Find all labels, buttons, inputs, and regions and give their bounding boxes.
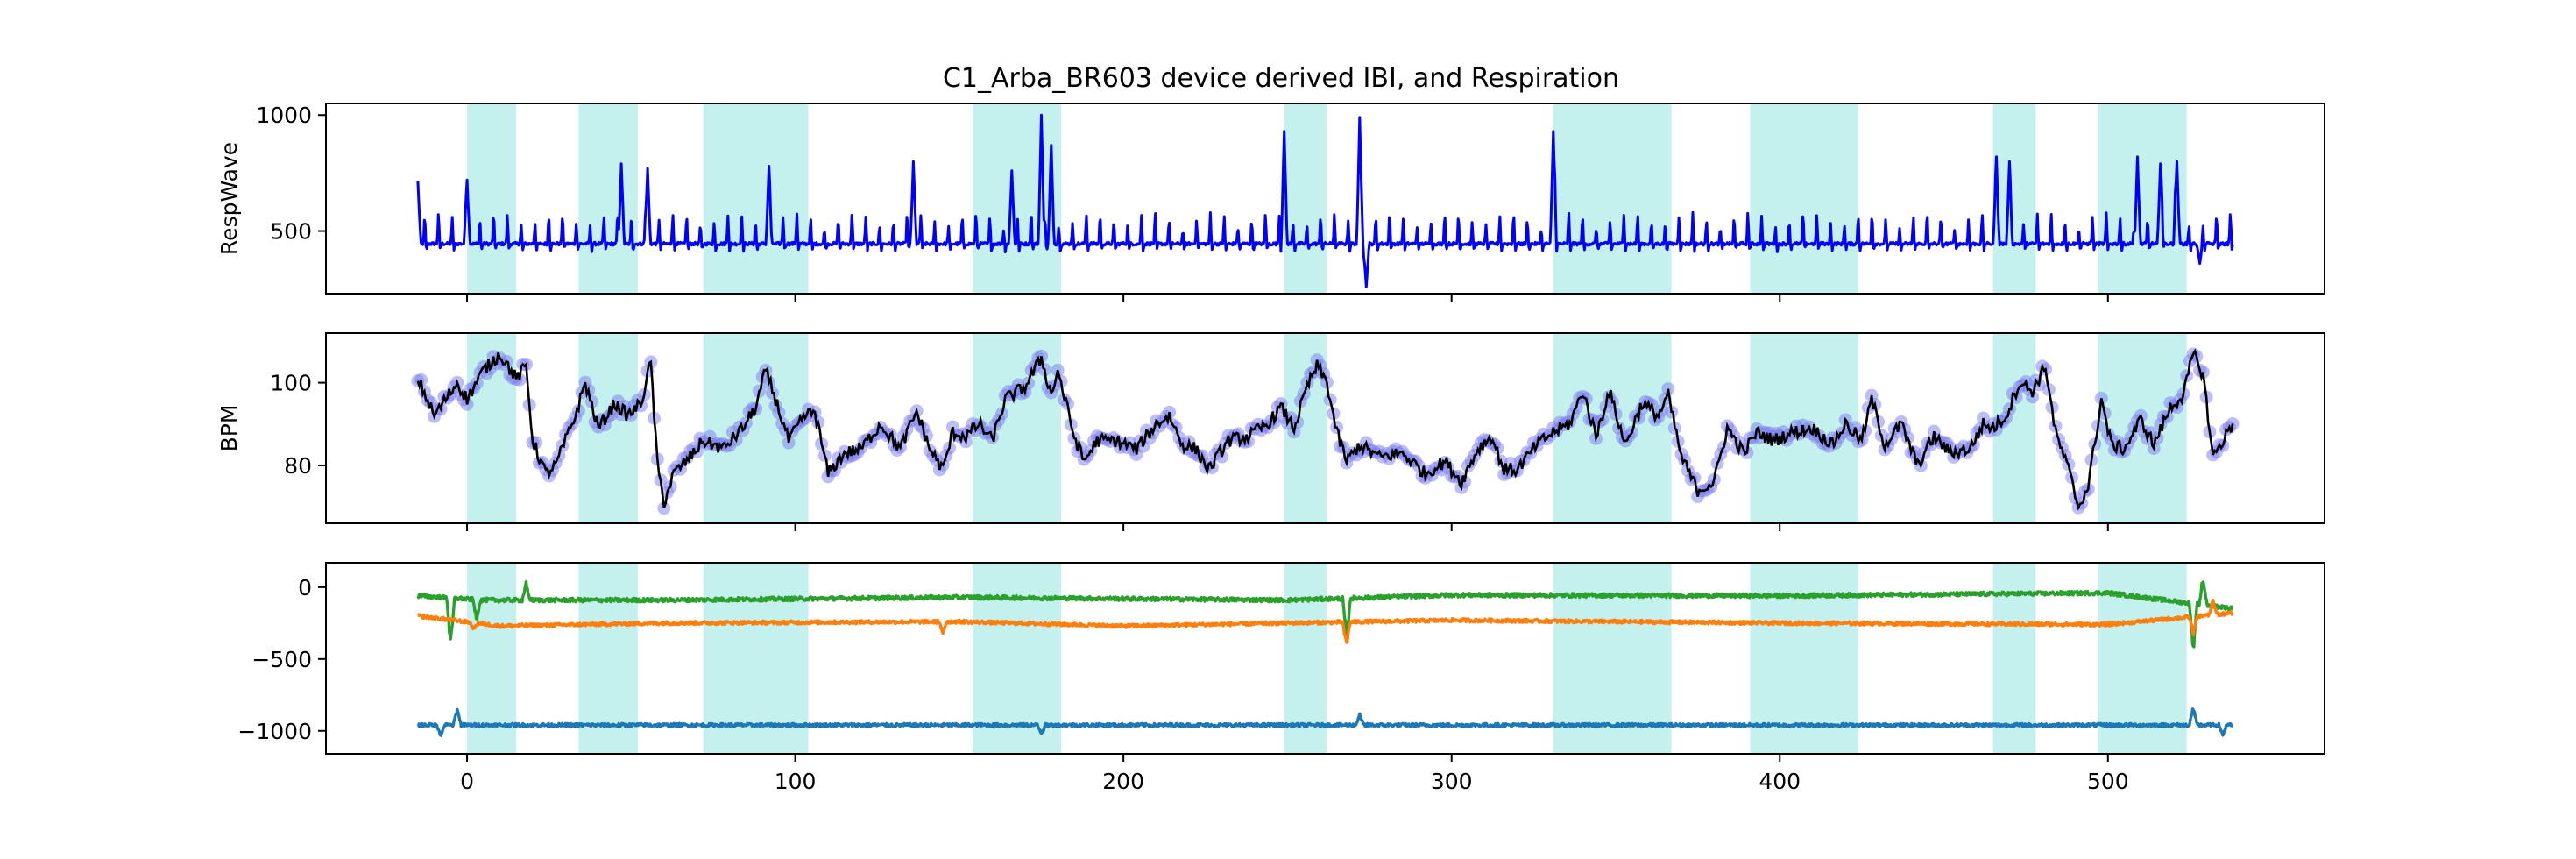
- shaded-interval-1: [467, 563, 517, 754]
- shaded-interval-4: [972, 103, 1061, 294]
- y-tick-label: 80: [284, 453, 312, 479]
- panel-3: 0 −500 −1000 0 100 200 300 400 500: [237, 562, 2325, 794]
- shaded-interval-2: [578, 103, 638, 294]
- shaded-interval-1: [467, 103, 517, 294]
- y-axis-label: BPM: [216, 405, 242, 452]
- x-tick-label: 300: [1431, 769, 1473, 794]
- panel-1: 500 1000 RespWave: [216, 103, 2325, 302]
- plot-area: [416, 113, 2234, 288]
- shaded-interval-3: [703, 563, 809, 754]
- shaded-interval-8: [1992, 103, 2036, 294]
- y-tick-label: 1000: [256, 103, 312, 128]
- series-line-1: [416, 113, 2234, 288]
- shaded-interval-9: [2098, 103, 2187, 294]
- axes-frame: [325, 332, 2325, 524]
- chart-title: C1_Arba_BR603 device derived IBI, and Re…: [943, 63, 1619, 94]
- bpm-line: [416, 348, 2234, 511]
- shaded-interval-3: [703, 103, 809, 294]
- panels: 500 1000 RespWave 80 100 BPM 0 −500 −1000 0 100 200…: [216, 103, 2325, 794]
- shaded-interval-5: [1284, 103, 1327, 294]
- y-tick-label: −1000: [237, 719, 312, 744]
- x-tick-label: 0: [460, 769, 474, 794]
- plot-area: [416, 579, 2234, 737]
- y-tick-label: 0: [298, 575, 312, 600]
- x-tick-label: 100: [775, 769, 817, 794]
- x-tick-label: 500: [2087, 769, 2129, 794]
- shaded-interval-7: [1750, 103, 1859, 294]
- x-tick-label: 200: [1102, 769, 1144, 794]
- series-line-2: [416, 598, 2234, 644]
- y-tick-label: −500: [251, 647, 312, 672]
- panel-2: 80 100 BPM: [216, 332, 2325, 531]
- shaded-interval-2: [578, 563, 638, 754]
- shaded-interval-6: [1553, 103, 1672, 294]
- plot-area: [411, 347, 2240, 515]
- y-tick-label: 500: [270, 219, 312, 245]
- y-axis-label: RespWave: [216, 142, 242, 255]
- axes-frame: [325, 103, 2325, 295]
- y-tick-label: 100: [270, 371, 312, 396]
- x-tick-label: 400: [1759, 769, 1801, 794]
- shaded-intervals: [467, 103, 2187, 294]
- series-line-3: [416, 707, 2234, 737]
- shaded-interval-5: [1284, 563, 1327, 754]
- series-line-1: [416, 579, 2234, 649]
